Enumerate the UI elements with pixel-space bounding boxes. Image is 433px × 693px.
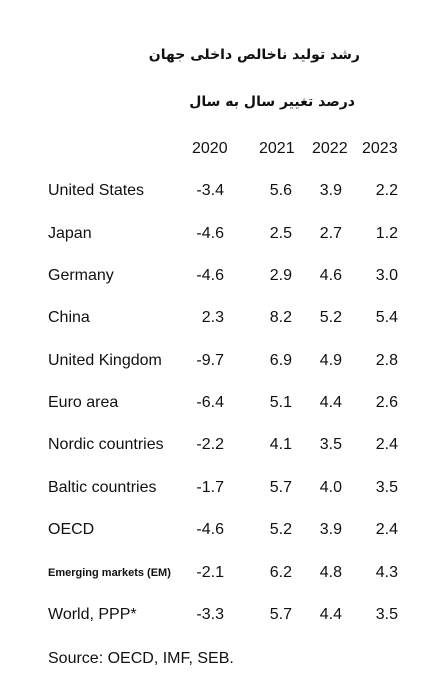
table-subtitle: درصد تغییر سال به سال — [189, 94, 355, 110]
value-2022: 3.9 — [319, 182, 342, 199]
row-label: Baltic countries — [48, 479, 157, 496]
value-2022: 3.9 — [319, 521, 342, 538]
year-header-2020: 2020 — [192, 140, 228, 157]
value-2023: 2.8 — [375, 352, 398, 369]
value-2021: 6.2 — [269, 564, 292, 581]
row-label: Nordic countries — [48, 436, 164, 453]
value-2020: -6.4 — [196, 394, 224, 411]
value-2023: 4.3 — [375, 564, 398, 581]
table-row: Nordic countries -2.2 4.1 3.5 2.4 — [0, 436, 433, 460]
table-row: Baltic countries -1.7 5.7 4.0 3.5 — [0, 479, 433, 503]
value-2020: -9.7 — [196, 352, 224, 369]
value-2021: 2.9 — [269, 267, 292, 284]
row-label: Emerging markets (EM) — [48, 567, 171, 579]
value-2022: 3.5 — [319, 436, 342, 453]
value-2022: 4.8 — [319, 564, 342, 581]
value-2022: 5.2 — [319, 309, 342, 326]
value-2022: 4.9 — [319, 352, 342, 369]
year-header-2022: 2022 — [312, 140, 348, 157]
value-2023: 2.4 — [375, 521, 398, 538]
table-title: رشد تولید ناخالص داخلی جهان — [148, 47, 360, 63]
value-2023: 2.6 — [375, 394, 398, 411]
table-row: Germany -4.6 2.9 4.6 3.0 — [0, 267, 433, 291]
row-label: United States — [48, 182, 145, 199]
value-2022: 4.6 — [319, 267, 342, 284]
value-2023: 5.4 — [375, 309, 398, 326]
value-2023: 3.5 — [375, 479, 398, 496]
value-2020: -2.1 — [196, 564, 224, 581]
value-2021: 5.6 — [269, 182, 292, 199]
value-2022: 4.4 — [319, 606, 342, 623]
table-row: Japan -4.6 2.5 2.7 1.2 — [0, 225, 433, 249]
table-row: World, PPP* -3.3 5.7 4.4 3.5 — [0, 606, 433, 630]
table-row: Emerging markets (EM) -2.1 6.2 4.8 4.3 — [0, 564, 433, 588]
row-label: Japan — [48, 225, 92, 242]
row-label: World, PPP* — [48, 606, 137, 623]
value-2023: 1.2 — [375, 225, 398, 242]
year-header-2023: 2023 — [362, 140, 398, 157]
value-2021: 5.2 — [269, 521, 292, 538]
row-label: Germany — [48, 267, 114, 284]
year-header-2021: 2021 — [259, 140, 295, 157]
table-row: United States -3.4 5.6 3.9 2.2 — [0, 182, 433, 206]
value-2020: -1.7 — [196, 479, 224, 496]
value-2022: 4.0 — [319, 479, 342, 496]
value-2021: 6.9 — [269, 352, 292, 369]
value-2022: 4.4 — [319, 394, 342, 411]
value-2021: 5.7 — [269, 606, 292, 623]
value-2021: 8.2 — [269, 309, 292, 326]
table-row: United Kingdom -9.7 6.9 4.9 2.8 — [0, 352, 433, 376]
row-label: United Kingdom — [48, 352, 162, 369]
value-2021: 5.1 — [269, 394, 292, 411]
value-2021: 2.5 — [269, 225, 292, 242]
row-label: China — [48, 309, 90, 326]
value-2022: 2.7 — [319, 225, 342, 242]
value-2023: 3.0 — [375, 267, 398, 284]
value-2021: 4.1 — [269, 436, 292, 453]
table-row: Euro area -6.4 5.1 4.4 2.6 — [0, 394, 433, 418]
value-2020: -3.4 — [196, 182, 224, 199]
value-2020: -2.2 — [196, 436, 224, 453]
value-2020: -3.3 — [196, 606, 224, 623]
value-2023: 3.5 — [375, 606, 398, 623]
table-row: China 2.3 8.2 5.2 5.4 — [0, 309, 433, 333]
value-2021: 5.7 — [269, 479, 292, 496]
value-2020: 2.3 — [201, 309, 224, 326]
row-label: OECD — [48, 521, 95, 538]
table-row: OECD -4.6 5.2 3.9 2.4 — [0, 521, 433, 545]
value-2023: 2.2 — [375, 182, 398, 199]
source-note: Source: OECD, IMF, SEB. — [48, 650, 234, 667]
value-2020: -4.6 — [196, 225, 224, 242]
value-2020: -4.6 — [196, 521, 224, 538]
row-label: Euro area — [48, 394, 119, 411]
value-2023: 2.4 — [375, 436, 398, 453]
value-2020: -4.6 — [196, 267, 224, 284]
